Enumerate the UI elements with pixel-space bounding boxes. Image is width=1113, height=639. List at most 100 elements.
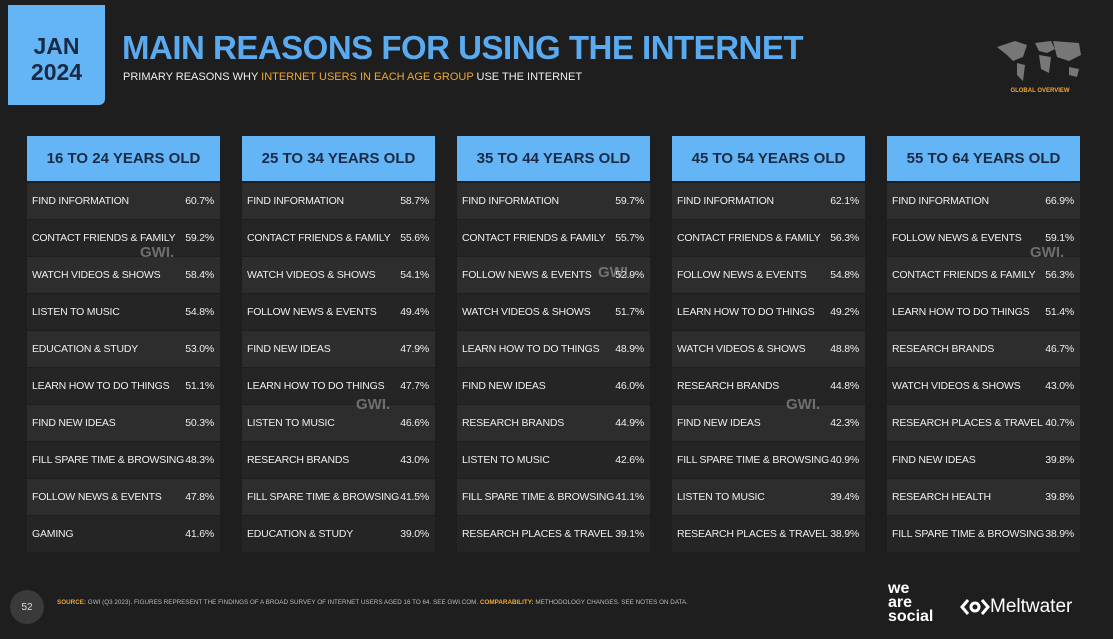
row-label: FOLLOW NEWS & EVENTS xyxy=(892,232,1022,244)
row-value: 39.8% xyxy=(1045,491,1074,503)
logo-word: we xyxy=(888,580,910,597)
table-row: GAMING 41.6% xyxy=(27,516,220,552)
table-row: LEARN HOW TO DO THINGS 49.2% xyxy=(672,294,865,330)
row-label: LEARN HOW TO DO THINGS xyxy=(32,380,170,392)
table-row: EDUCATION & STUDY 53.0% xyxy=(27,331,220,367)
row-label: EDUCATION & STUDY xyxy=(32,343,139,355)
row-label: WATCH VIDEOS & SHOWS xyxy=(462,306,591,318)
row-label: RESEARCH BRANDS xyxy=(677,380,780,392)
row-value: 47.8% xyxy=(185,491,214,503)
row-label: LISTEN TO MUSIC xyxy=(32,306,120,318)
date-box: JAN 2024 xyxy=(8,5,105,105)
row-value: 39.8% xyxy=(1045,454,1074,466)
row-value: 55.6% xyxy=(400,232,429,244)
table-row: LISTEN TO MUSIC 54.8% xyxy=(27,294,220,330)
table-row: EDUCATION & STUDY 39.0% xyxy=(242,516,435,552)
row-label: CONTACT FRIENDS & FAMILY xyxy=(462,232,606,244)
row-value: 43.0% xyxy=(400,454,429,466)
table-row: FIND INFORMATION 60.7% xyxy=(27,183,220,219)
row-value: 54.8% xyxy=(185,306,214,318)
row-label: WATCH VIDEOS & SHOWS xyxy=(32,269,161,281)
row-label: FILL SPARE TIME & BROWSING xyxy=(247,491,400,503)
table-row: FOLLOW NEWS & EVENTS 59.1% xyxy=(887,220,1080,256)
row-value: 56.3% xyxy=(1045,269,1074,281)
row-value: 40.7% xyxy=(1045,417,1074,429)
row-label: RESEARCH BRANDS xyxy=(462,417,565,429)
row-value: 48.9% xyxy=(615,343,644,355)
subtitle-highlight: INTERNET USERS IN EACH AGE GROUP xyxy=(261,71,474,83)
table-row: CONTACT FRIENDS & FAMILY 55.7% xyxy=(457,220,650,256)
row-label: CONTACT FRIENDS & FAMILY xyxy=(892,269,1036,281)
row-value: 58.4% xyxy=(185,269,214,281)
table-row: RESEARCH HEALTH 39.8% xyxy=(887,479,1080,515)
table-row: FIND INFORMATION 66.9% xyxy=(887,183,1080,219)
table-row: RESEARCH PLACES & TRAVEL 40.7% xyxy=(887,405,1080,441)
table-row: FILL SPARE TIME & BROWSING 40.9% xyxy=(672,442,865,478)
row-label: FIND NEW IDEAS xyxy=(462,380,546,392)
table-row: CONTACT FRIENDS & FAMILY 55.6% xyxy=(242,220,435,256)
row-value: 52.9% xyxy=(615,269,644,281)
table-row: FIND NEW IDEAS 50.3% xyxy=(27,405,220,441)
row-label: EDUCATION & STUDY xyxy=(247,528,354,540)
world-map xyxy=(997,41,1081,81)
column-header: 35 TO 44 YEARS OLD xyxy=(457,136,650,181)
row-value: 55.7% xyxy=(615,232,644,244)
row-value: 39.0% xyxy=(400,528,429,540)
row-value: 54.1% xyxy=(400,269,429,281)
subtitle-text: USE THE INTERNET xyxy=(473,71,583,83)
row-value: 59.7% xyxy=(615,195,644,207)
row-label: CONTACT FRIENDS & FAMILY xyxy=(677,232,821,244)
table-row: LISTEN TO MUSIC 46.6% xyxy=(242,405,435,441)
row-value: 49.2% xyxy=(830,306,859,318)
table-row: FIND NEW IDEAS 47.9% xyxy=(242,331,435,367)
row-label: FOLLOW NEWS & EVENTS xyxy=(462,269,592,281)
table-row: FILL SPARE TIME & BROWSING 41.1% xyxy=(457,479,650,515)
column-header: 16 TO 24 YEARS OLD xyxy=(27,136,220,181)
column-header: 25 TO 34 YEARS OLD xyxy=(242,136,435,181)
table-row: FILL SPARE TIME & BROWSING 41.5% xyxy=(242,479,435,515)
table-row: WATCH VIDEOS & SHOWS 48.8% xyxy=(672,331,865,367)
table-row: RESEARCH BRANDS 44.8% xyxy=(672,368,865,404)
row-value: 60.7% xyxy=(185,195,214,207)
row-label: LISTEN TO MUSIC xyxy=(247,417,335,429)
row-label: RESEARCH PLACES & TRAVEL xyxy=(677,528,828,540)
row-value: 51.1% xyxy=(185,380,214,392)
table-row: FIND NEW IDEAS 39.8% xyxy=(887,442,1080,478)
table-row: FILL SPARE TIME & BROWSING 38.9% xyxy=(887,516,1080,552)
table-row: LISTEN TO MUSIC 42.6% xyxy=(457,442,650,478)
row-value: 41.6% xyxy=(185,528,214,540)
row-label: LEARN HOW TO DO THINGS xyxy=(462,343,600,355)
row-label: RESEARCH BRANDS xyxy=(892,343,995,355)
row-value: 47.9% xyxy=(400,343,429,355)
row-value: 42.3% xyxy=(830,417,859,429)
row-label: WATCH VIDEOS & SHOWS xyxy=(677,343,806,355)
table-row: LEARN HOW TO DO THINGS 47.7% xyxy=(242,368,435,404)
row-label: LEARN HOW TO DO THINGS xyxy=(677,306,815,318)
table-row: FIND INFORMATION 59.7% xyxy=(457,183,650,219)
table-row: RESEARCH PLACES & TRAVEL 38.9% xyxy=(672,516,865,552)
row-value: 44.9% xyxy=(615,417,644,429)
row-label: RESEARCH BRANDS xyxy=(247,454,350,466)
footer: SOURCE: GWI (Q3 2023). FIGURES REPRESENT… xyxy=(57,599,688,606)
row-label: RESEARCH PLACES & TRAVEL xyxy=(892,417,1043,429)
table-row: RESEARCH PLACES & TRAVEL 39.1% xyxy=(457,516,650,552)
row-label: FIND INFORMATION xyxy=(247,195,344,207)
table-row: RESEARCH BRANDS 44.9% xyxy=(457,405,650,441)
row-label: WATCH VIDEOS & SHOWS xyxy=(892,380,1021,392)
row-label: CONTACT FRIENDS & FAMILY xyxy=(247,232,391,244)
row-label: GAMING xyxy=(32,528,74,540)
watermark: GWI. xyxy=(786,396,821,413)
table-row: LEARN HOW TO DO THINGS 51.4% xyxy=(887,294,1080,330)
row-label: FIND NEW IDEAS xyxy=(677,417,761,429)
watermark: GWI. xyxy=(598,264,633,281)
month: JAN xyxy=(33,33,80,59)
comparability: METHODOLOGY CHANGES. SEE NOTES ON DATA. xyxy=(533,599,688,606)
row-value: 48.8% xyxy=(830,343,859,355)
table-row: FILL SPARE TIME & BROWSING 48.3% xyxy=(27,442,220,478)
column-header: 45 TO 54 YEARS OLD xyxy=(672,136,865,181)
row-value: 59.1% xyxy=(1045,232,1074,244)
table-row: FIND NEW IDEAS 46.0% xyxy=(457,368,650,404)
row-label: FIND INFORMATION xyxy=(677,195,774,207)
row-label: LEARN HOW TO DO THINGS xyxy=(247,380,385,392)
